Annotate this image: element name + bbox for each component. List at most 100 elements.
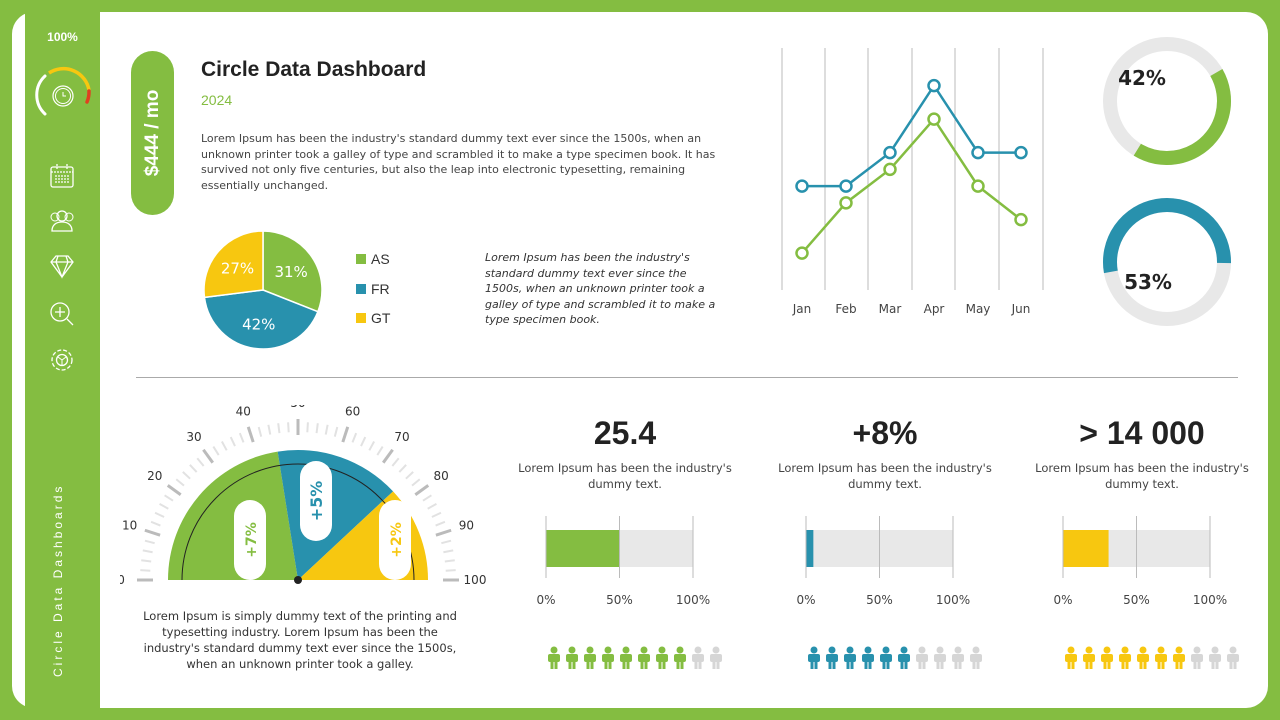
data-point [883, 145, 897, 160]
gauge-segment-label: +2% [389, 522, 405, 558]
gauge-tick [182, 471, 191, 480]
calendar-icon[interactable] [48, 162, 76, 190]
gauge-tick [324, 424, 329, 435]
gauge-tick-label: 100 [464, 573, 487, 587]
intro-paragraph: Lorem Ipsum has been the industry's stan… [201, 132, 716, 192]
person-icon [584, 646, 596, 669]
person-icon [862, 646, 874, 669]
gauge-tick [144, 539, 155, 545]
bar-axis-label: 50% [866, 593, 893, 607]
progress-bar-chart: 0% 50% 100% [796, 516, 982, 669]
stat-block: 25.4 Lorem Ipsum has been the industry's … [515, 415, 735, 492]
person-icon [620, 646, 632, 669]
data-point [927, 112, 941, 126]
gauge-tick [398, 464, 407, 473]
gauge-tick [246, 426, 255, 443]
line-series-1 [802, 83, 1021, 188]
person-icon [710, 646, 722, 669]
stat-block: +8% Lorem Ipsum has been the industry's d… [775, 415, 995, 492]
person-icon [880, 646, 892, 669]
gauge-tick [351, 432, 358, 443]
gauge-pill [300, 461, 332, 541]
gauge-tick [267, 424, 272, 435]
gauge-tick [341, 426, 350, 443]
year-label: 2024 [201, 92, 233, 108]
bar-axis-label: 0% [536, 593, 555, 607]
bar-fill [1063, 530, 1109, 567]
stat-value: +8% [852, 415, 918, 451]
gauge-tick [166, 484, 182, 496]
gauge-tick [315, 423, 319, 434]
data-point [839, 179, 853, 193]
stat-description: Lorem Ipsum has been the industry's dumm… [778, 461, 992, 491]
bar-axis-label: 100% [676, 593, 710, 607]
gauge-tick-label: 0 [120, 573, 125, 587]
italic-note: Lorem Ipsum has been the industry's stan… [485, 251, 716, 326]
pie-label: 27% [221, 260, 254, 278]
pie-slice-gt [203, 230, 264, 299]
data-point [883, 162, 897, 177]
gauge-tick-label: 60 [345, 405, 360, 419]
settings-icon[interactable] [48, 346, 76, 374]
stat-value: 25.4 [593, 415, 657, 451]
gauge-tick [382, 448, 394, 464]
diamond-icon[interactable] [48, 252, 76, 280]
person-icon [1065, 646, 1077, 669]
person-icon [638, 646, 650, 669]
legend-item-fr: FR [356, 281, 390, 297]
pie-label: 31% [274, 263, 307, 281]
x-tick-label: May [966, 302, 991, 316]
gauge-pill [234, 500, 266, 580]
stat-value: > 14 000 [1079, 415, 1205, 451]
gauge-tick-label: 50 [290, 405, 305, 410]
gauge-tick [443, 549, 454, 554]
x-tick-label: Mar [879, 302, 902, 316]
gauge-tick [306, 422, 309, 433]
page-title: Circle Data Dashboard [201, 58, 427, 81]
stat-block: > 14 000 Lorem Ipsum has been the industr… [1032, 415, 1252, 492]
sidebar-percent: 100% [47, 30, 78, 44]
bar-axis-label: 100% [1193, 593, 1227, 607]
gauge-tick [221, 441, 228, 451]
zoom-in-icon[interactable] [48, 300, 76, 328]
data-point [839, 196, 853, 210]
timer-gauge [35, 66, 91, 116]
bar-fill [546, 530, 620, 567]
stopwatch-icon [52, 85, 74, 107]
price-badge: $444 / mo [131, 51, 174, 215]
data-point [927, 78, 941, 93]
person-icon [566, 646, 578, 669]
gauge-pill [379, 500, 411, 580]
price-text: $444 / mo [141, 89, 163, 177]
gauge-tick [257, 426, 263, 437]
bar-axis-label: 100% [936, 593, 970, 607]
gauge-tick [144, 528, 161, 537]
gauge-tick-label: 70 [394, 430, 409, 444]
person-icon [1155, 646, 1167, 669]
pie-label: 42% [242, 316, 275, 334]
x-tick-label: Apr [924, 302, 945, 316]
gauge-tick [422, 494, 432, 502]
gauge-tick [159, 503, 169, 510]
gauge-segment-label: +7% [244, 522, 260, 558]
gauge-segment-label: +5% [307, 481, 326, 522]
person-icon [1227, 646, 1239, 669]
gauge-tick [212, 446, 220, 456]
donut-label: 42% [1118, 66, 1166, 90]
person-icon [934, 646, 946, 669]
gauge-tick [368, 441, 375, 451]
gauge-tick [175, 478, 185, 487]
gauge-tick [360, 436, 367, 447]
gauge-tick [189, 464, 198, 473]
gauge-tick [427, 503, 437, 510]
users-icon[interactable] [48, 207, 76, 235]
gauge-tick [196, 457, 205, 467]
donut-charts: 42% 53% [1103, 37, 1231, 326]
gauge-tick [431, 511, 442, 518]
person-icon [916, 646, 928, 669]
person-icon [808, 646, 820, 669]
gauge-tick [150, 520, 161, 527]
gauge-tick [141, 559, 152, 563]
gauge-tick-label: 90 [459, 518, 474, 532]
gauge-tick-label: 20 [147, 469, 162, 483]
